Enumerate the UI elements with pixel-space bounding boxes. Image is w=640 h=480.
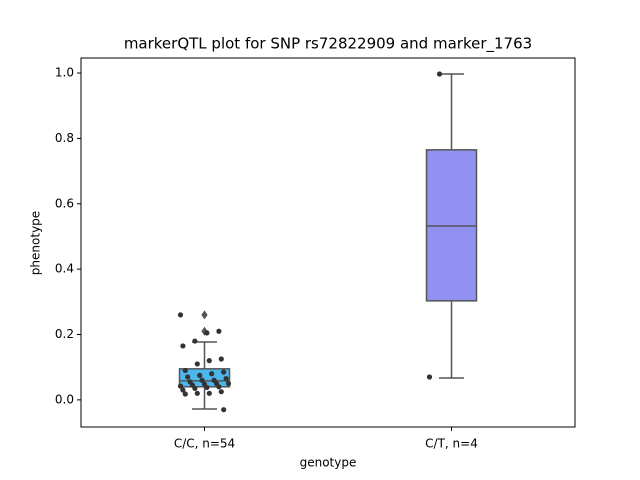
strip-point	[204, 330, 210, 336]
x-tick-label: C/T, n=4	[425, 437, 478, 451]
flier	[201, 310, 208, 320]
y-tick-label: 0.0	[55, 392, 74, 406]
strip-point	[180, 387, 186, 393]
y-tick-label: 0.2	[55, 327, 74, 341]
y-axis-label: phenotype	[29, 211, 43, 275]
strip-point	[180, 343, 186, 349]
strip-point	[182, 367, 188, 374]
y-tick-label: 1.0	[55, 66, 74, 80]
x-tick-label: C/C, n=54	[174, 437, 235, 451]
plot-frame	[80, 57, 576, 428]
strip-point	[218, 356, 224, 362]
strip-point	[221, 407, 227, 413]
strip-point	[192, 385, 198, 392]
strip-point	[204, 384, 210, 391]
x-axis-label: genotype	[300, 456, 357, 470]
strip-point	[206, 390, 212, 396]
strip-point	[225, 380, 232, 387]
strip-point	[197, 372, 203, 378]
strip-point	[209, 371, 215, 377]
strip-point	[194, 390, 200, 396]
strip-point	[436, 71, 443, 77]
strip-point	[426, 374, 433, 380]
strip-point	[216, 384, 222, 390]
strip-point	[177, 312, 184, 318]
strip-point	[218, 389, 224, 395]
strip-point	[192, 338, 198, 344]
strip-point	[194, 361, 200, 367]
chart-title: markerQTL plot for SNP rs72822909 and ma…	[124, 35, 532, 54]
strip-point	[185, 374, 191, 380]
strip-point	[182, 391, 188, 397]
strip-point	[221, 369, 227, 375]
strip-point	[177, 383, 184, 389]
y-tick-label: 0.8	[55, 131, 74, 145]
strip-point	[223, 376, 229, 382]
strip-point	[199, 377, 205, 383]
y-tick-label: 0.4	[55, 262, 74, 276]
strip-point	[216, 328, 222, 334]
strip-point	[206, 358, 212, 364]
y-tick-label: 0.6	[55, 196, 74, 210]
